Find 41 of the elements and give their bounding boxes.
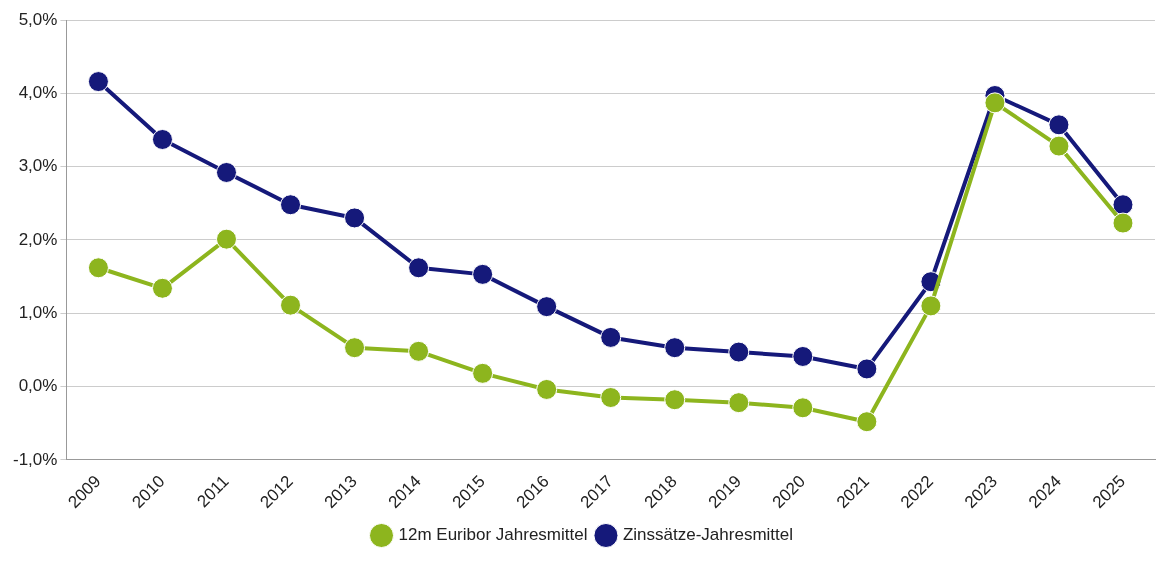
- point: [344, 337, 366, 359]
- point: [664, 389, 686, 411]
- point: [1112, 194, 1134, 216]
- y-tick-label: 1,0%: [18, 302, 58, 322]
- point: [1048, 114, 1070, 136]
- point: [792, 397, 814, 419]
- point: [1048, 135, 1070, 157]
- point: [151, 277, 173, 299]
- point: [408, 340, 430, 362]
- point: [536, 378, 558, 400]
- y-tick-label: 5,0%: [18, 9, 58, 29]
- y-tick-label: 0,0%: [18, 376, 58, 396]
- point: [472, 263, 494, 285]
- point: [856, 358, 878, 380]
- point: [280, 294, 302, 316]
- point: [344, 207, 366, 229]
- point: [87, 257, 109, 279]
- y-tick-label: 2,0%: [18, 229, 58, 249]
- point: [600, 326, 622, 348]
- point: [536, 296, 558, 318]
- point: [280, 194, 302, 216]
- y-tick-label: -1,0%: [12, 449, 58, 469]
- point: [1112, 212, 1134, 234]
- point: [792, 345, 814, 367]
- legend-label: 12m Euribor Jahresmittel: [398, 525, 588, 545]
- point: [472, 362, 494, 384]
- point: [216, 228, 237, 250]
- point: [856, 411, 878, 433]
- legend-label: Zinssätze-Jahresmittel: [622, 525, 794, 545]
- point: [920, 295, 942, 317]
- point: [408, 257, 430, 279]
- point: [87, 71, 109, 93]
- y-tick-label: 4,0%: [18, 82, 58, 102]
- y-tick-label: 3,0%: [18, 156, 58, 176]
- point: [151, 128, 173, 150]
- point: [664, 337, 686, 359]
- point: [728, 392, 750, 414]
- point: [728, 341, 750, 363]
- point: [600, 387, 622, 409]
- point: [984, 92, 1006, 114]
- point: [216, 161, 237, 183]
